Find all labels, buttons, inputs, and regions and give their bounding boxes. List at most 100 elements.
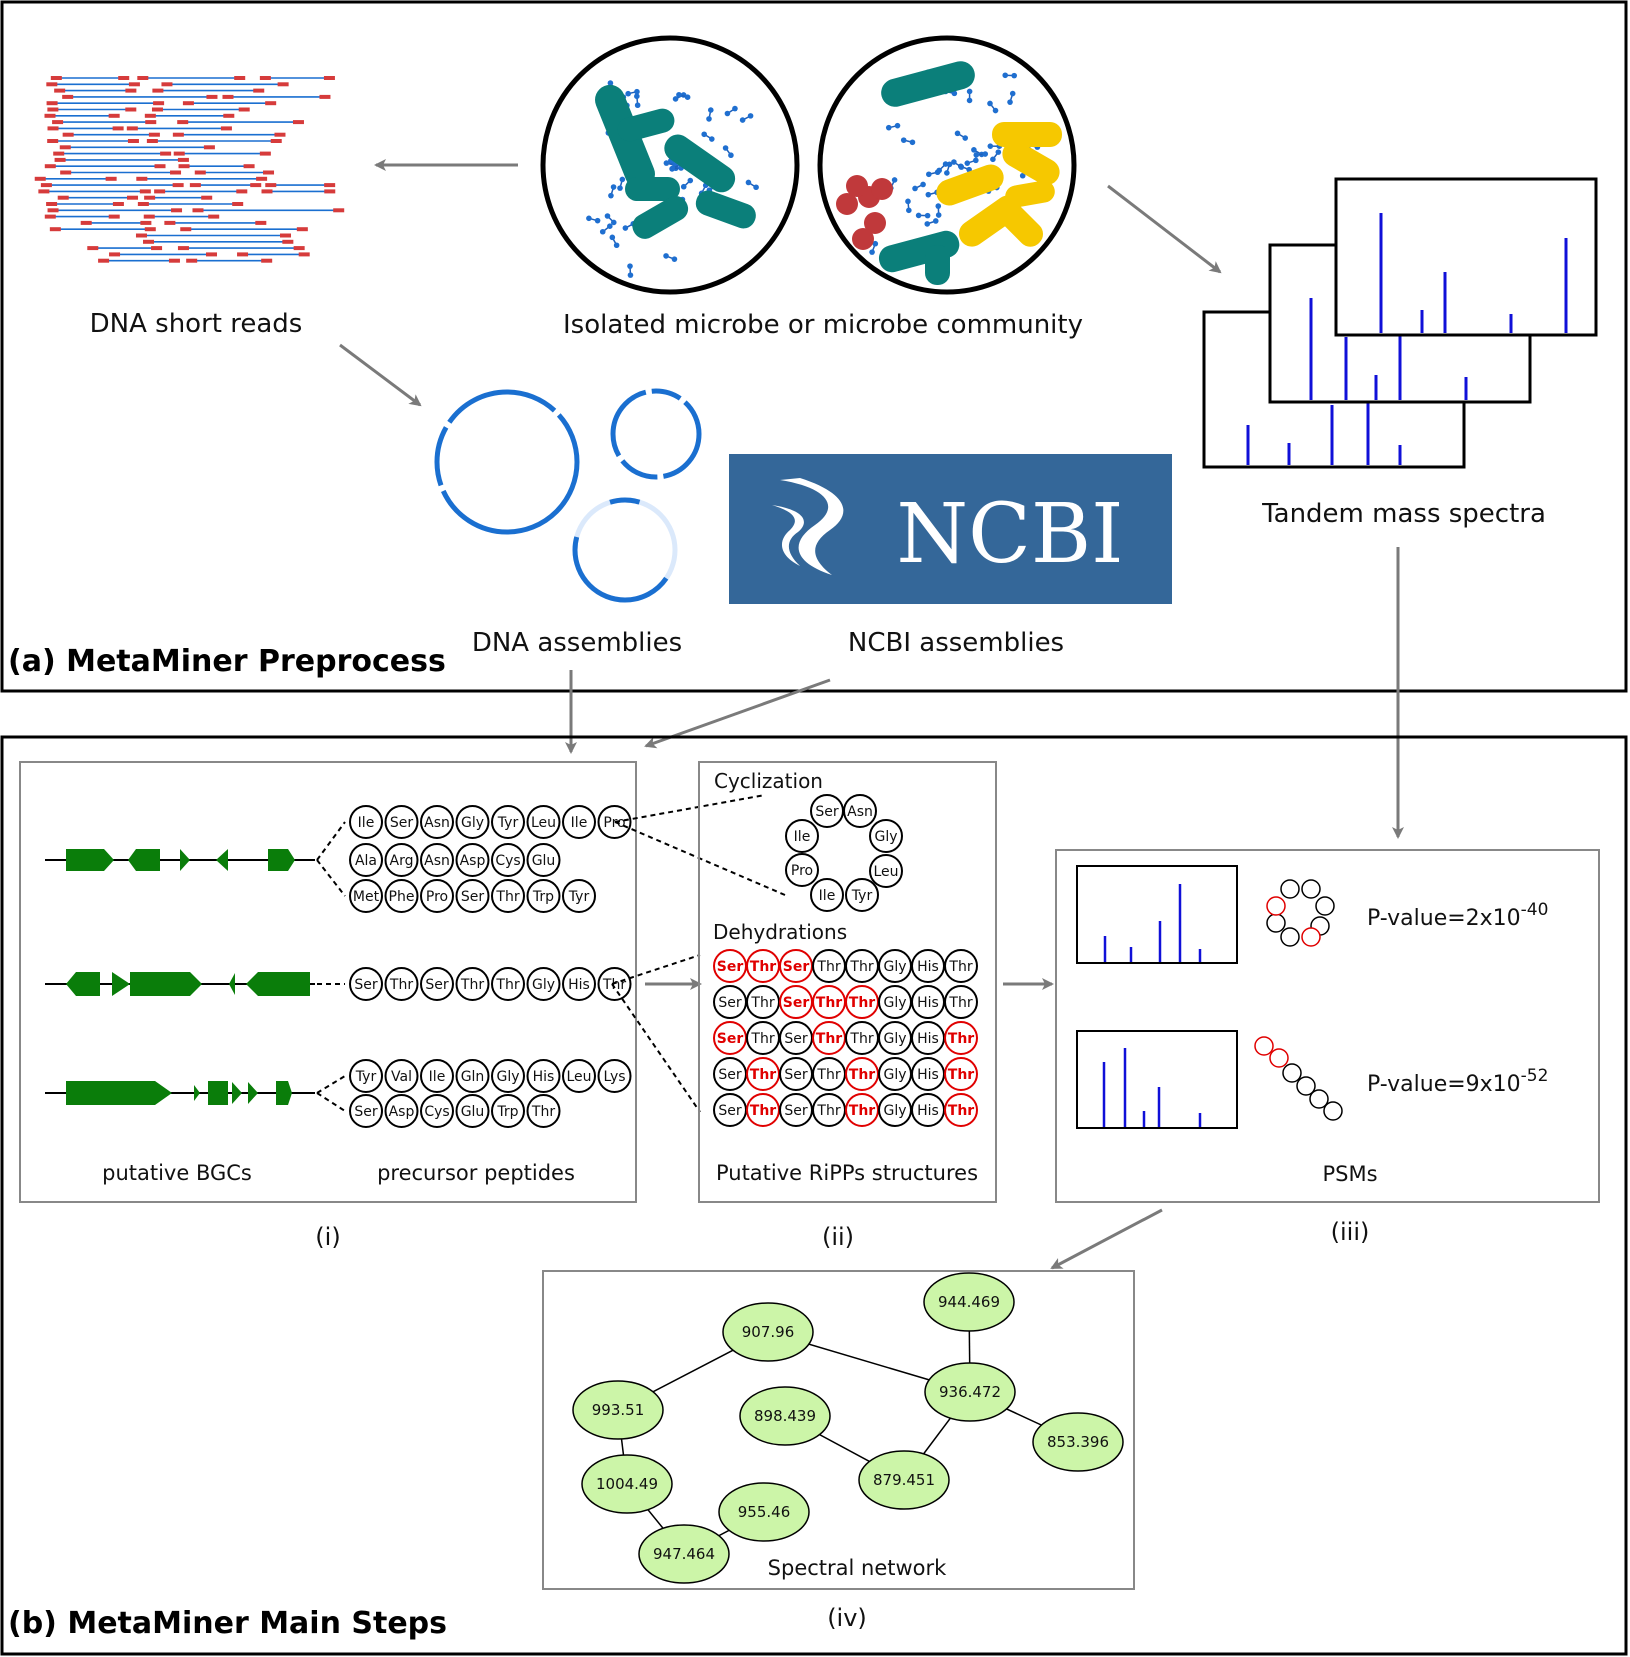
read-end: [324, 189, 336, 194]
read-end: [98, 258, 110, 263]
read-end: [220, 126, 232, 131]
molecule-atom: [627, 263, 633, 269]
molecule-atom: [634, 102, 641, 109]
read-end: [265, 101, 277, 106]
putative-bgcs-graphic: [45, 821, 346, 1112]
read-end: [323, 76, 335, 80]
residue-label: Tyr: [568, 889, 590, 905]
residue-circle: [562, 1059, 596, 1093]
molecule-atom: [672, 96, 679, 102]
network-node: [858, 1450, 950, 1510]
molecule-atom: [962, 135, 969, 141]
read-end: [177, 120, 189, 125]
molecule-atom: [732, 105, 738, 112]
read-end: [52, 120, 64, 125]
residue-circle: [349, 879, 383, 913]
read-end: [128, 82, 140, 87]
residue-label: Ser: [784, 1031, 808, 1047]
residue-label: Thr: [849, 995, 876, 1011]
read-end: [208, 214, 220, 219]
molecule-atom: [610, 219, 617, 226]
residue-label: Ser: [425, 977, 449, 993]
psm-residue: [1280, 927, 1300, 947]
residue-label: Asn: [424, 853, 450, 869]
residue-label: Ser: [783, 995, 810, 1011]
residue-circle: [420, 967, 454, 1001]
residue-label: Leu: [531, 815, 556, 831]
residue-label: Thr: [948, 1103, 975, 1119]
molecule-atom: [1002, 72, 1009, 79]
residue-label: His: [568, 977, 590, 993]
read-end: [277, 82, 289, 87]
subpanel-iv-box: [542, 1270, 1135, 1590]
network-node: [923, 1272, 1015, 1332]
residue-label: Ile: [571, 815, 588, 831]
residue-circle: [491, 967, 525, 1001]
molecule-atom: [619, 176, 626, 183]
read-end: [143, 239, 155, 244]
read-end: [296, 227, 308, 232]
read-end: [253, 88, 265, 93]
molecule-atom: [995, 149, 1002, 155]
molecule-atom: [609, 234, 616, 241]
residue-circle: [562, 879, 596, 913]
molecule-atom: [920, 181, 926, 188]
molecule-atom: [1007, 99, 1013, 105]
residue-label: Pro: [603, 815, 625, 831]
residue-label: Thr: [816, 1103, 840, 1119]
read-end: [259, 76, 271, 80]
residue-circle: [562, 967, 596, 1001]
read-end: [280, 233, 292, 238]
tandem-mass-spectra-graphic: [1202, 177, 1598, 469]
network-node: [638, 1524, 730, 1584]
read-end: [265, 183, 277, 188]
read-end: [44, 113, 56, 118]
dehydration-rows-graphic: Ser Thr Ser Thr Thr Gly His Thr Ser Thr Ser Thr Thr G…: [713, 949, 978, 1127]
molecule-atom: [926, 171, 932, 178]
ncbi-logo: NCBI: [729, 454, 1172, 604]
read-end: [236, 189, 248, 194]
spectral-network-label: Spectral network: [768, 1556, 947, 1580]
read-end: [112, 126, 124, 131]
residue-label: Ile: [819, 888, 836, 904]
residue-circle: [349, 1094, 383, 1128]
residue-circle: [526, 879, 561, 913]
residue-circle: [526, 805, 561, 839]
read-end: [201, 195, 213, 200]
molecule-atom: [906, 207, 912, 214]
read-end: [50, 76, 62, 80]
read-end: [80, 220, 92, 225]
molecule-atom: [728, 152, 734, 159]
caption-ii: (ii): [822, 1223, 854, 1251]
residue-circle: [349, 805, 383, 839]
molecule-atom: [634, 88, 640, 95]
residue-circle: [526, 967, 561, 1001]
read-end: [161, 82, 173, 87]
residue-label: Thr: [531, 1104, 555, 1120]
arrow-reads-to-assemblies: [339, 343, 422, 407]
molecule-atom: [894, 122, 901, 129]
molecule-atom: [932, 218, 939, 224]
residue-label: Gly: [883, 1031, 906, 1047]
ncbi-logo-text: NCBI: [896, 487, 1123, 582]
subpanel-i-box: [19, 761, 637, 1203]
network-node-label: 898.439: [754, 1407, 816, 1425]
network-node-label: 853.396: [1047, 1433, 1109, 1451]
residue-label: Ile: [429, 1069, 446, 1085]
psm2-pvalue: P-value=9x10-52: [1367, 1066, 1548, 1097]
molecule-atom: [966, 88, 973, 95]
molecule-atom: [627, 272, 634, 278]
molecule-atom: [936, 167, 942, 174]
molecule-atom: [745, 179, 752, 186]
read-end: [263, 170, 275, 175]
molecule-atom: [680, 183, 687, 190]
residue-circle: [455, 843, 490, 877]
read-end: [237, 252, 249, 257]
residue-label: Ile: [794, 829, 811, 845]
arrow-ncbi-to-bgcs: [644, 678, 831, 749]
read-end: [154, 164, 166, 169]
molecule-atom: [909, 139, 916, 146]
residue-circle: [869, 854, 903, 888]
residue-label: Cys: [495, 853, 520, 869]
molecule-atom: [1019, 172, 1026, 179]
